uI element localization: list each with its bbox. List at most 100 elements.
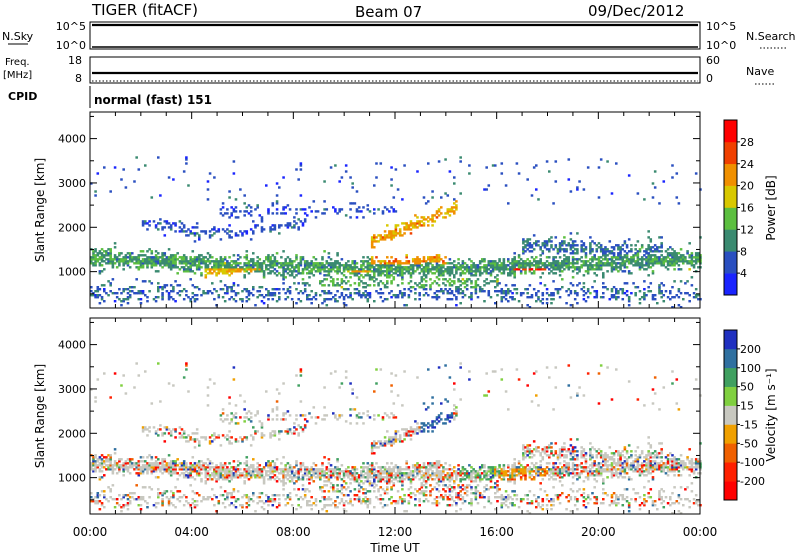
velocity-cell (271, 504, 275, 507)
power-cell (455, 272, 458, 275)
power-cell (297, 270, 300, 273)
velocity-cell (157, 458, 160, 461)
power-cell (329, 262, 333, 265)
velocity-cell (379, 480, 383, 483)
power-cell (338, 262, 341, 265)
velocity-cell (128, 472, 132, 475)
velocity-cell (301, 462, 305, 465)
power-cell (193, 300, 197, 303)
nave-label: Nave (746, 65, 774, 78)
power-cell (260, 226, 264, 229)
velocity-cell (306, 474, 309, 477)
velocity-cell (169, 474, 173, 477)
velocity-cell (152, 470, 156, 473)
power-cell (457, 266, 460, 269)
power-cell (414, 298, 417, 301)
velocity-cell (329, 504, 333, 507)
power-cell (241, 268, 244, 271)
power-cell (124, 262, 128, 265)
power-cell (204, 262, 208, 265)
power-cell (424, 218, 428, 221)
power-cell (206, 252, 210, 255)
power-cell (288, 270, 292, 273)
velocity-cell (90, 464, 93, 467)
power-cell (440, 206, 443, 209)
power-cell (211, 256, 214, 259)
velocity-cell (394, 432, 398, 435)
velocity-cell (146, 472, 149, 475)
velocity-cell (113, 506, 117, 509)
power-cell (660, 236, 663, 239)
power-cell (118, 264, 121, 267)
power-cell (627, 238, 631, 241)
velocity-cell (327, 462, 331, 465)
power-cell (465, 270, 469, 273)
velocity-cell (120, 466, 123, 469)
power-cell (517, 260, 521, 263)
velocity-cell (325, 466, 329, 469)
power-cell (401, 234, 404, 237)
power-cell (554, 256, 558, 259)
velocity-cell (137, 466, 141, 469)
velocity-cell (109, 454, 112, 457)
power-cell (342, 270, 346, 273)
power-cell (386, 280, 389, 283)
power-cell (195, 264, 199, 267)
power-cell (336, 278, 339, 281)
freq-tick-top: 18 (68, 54, 82, 67)
velocity-cell (299, 462, 303, 465)
velocity-cell (325, 504, 329, 507)
velocity-cell (390, 412, 393, 415)
power-cell (150, 196, 154, 199)
velocity-cell (269, 432, 272, 435)
power-cell (604, 246, 607, 249)
power-cell (128, 286, 132, 289)
power-cell (446, 266, 450, 269)
velocity-cell (202, 466, 205, 469)
power-cell (565, 266, 568, 269)
power-cell (161, 288, 164, 291)
power-cell (379, 236, 383, 239)
velocity-cell (94, 454, 97, 457)
velocity-cell (329, 482, 333, 485)
power-cell (211, 266, 214, 269)
velocity-cell (353, 478, 357, 481)
power-cell (137, 268, 141, 271)
velocity-cell (169, 496, 173, 499)
power-cell (208, 268, 212, 271)
power-cell (256, 296, 259, 299)
power-cell (282, 264, 285, 267)
power-cell (420, 276, 424, 279)
power-cell (211, 234, 214, 237)
power-cell (189, 256, 192, 259)
velocity-cell (396, 394, 400, 397)
power-cell (509, 268, 512, 271)
power-cell (455, 268, 458, 271)
velocity-cell (172, 464, 175, 467)
power-cell (656, 262, 659, 265)
power-cell (595, 248, 599, 251)
power-cell (403, 272, 406, 275)
velocity-cell (390, 472, 393, 475)
velocity-cell (329, 486, 333, 489)
velocity-cell (373, 472, 376, 475)
velocity-cell (373, 452, 376, 455)
power-cell (541, 264, 545, 267)
power-cell (124, 288, 128, 291)
power-cell (623, 256, 627, 259)
velocity-cell (394, 430, 398, 433)
power-cell (502, 266, 506, 269)
power-cell (299, 164, 303, 167)
power-cell (537, 240, 540, 243)
velocity-cell (236, 490, 240, 493)
power-cell (468, 172, 471, 175)
velocity-cell (174, 430, 177, 433)
power-cell (349, 294, 352, 297)
power-cell (96, 288, 100, 291)
power-cell (100, 256, 104, 259)
power-cell (651, 258, 655, 261)
velocity-cell (148, 496, 151, 499)
power-cell (100, 296, 104, 299)
power-cell (418, 220, 421, 223)
velocity-cell (338, 490, 341, 493)
